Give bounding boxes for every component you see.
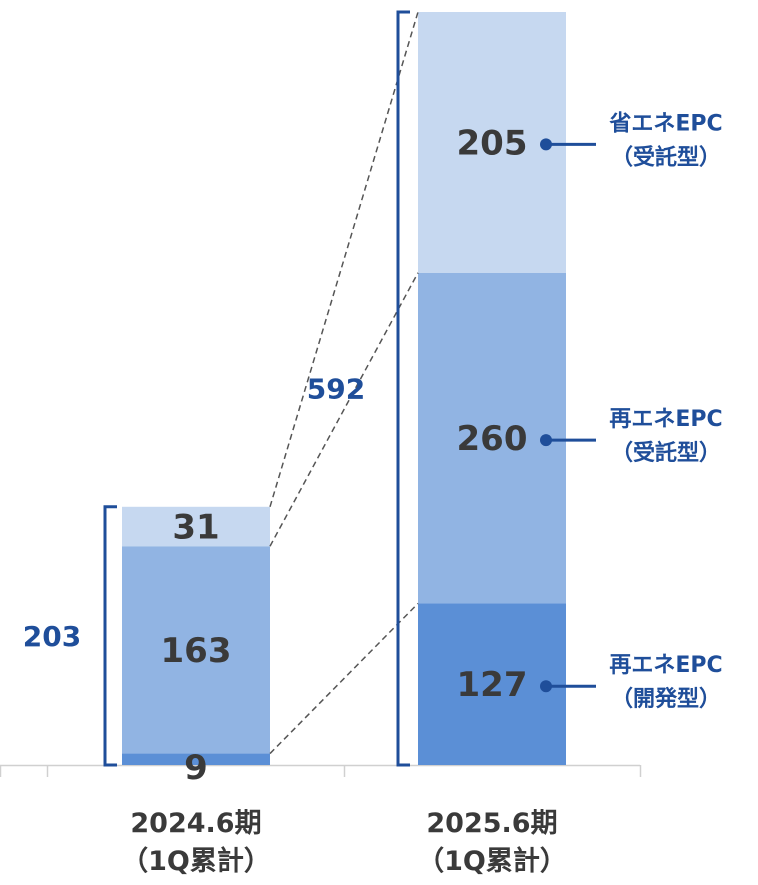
legend-label-0-1: （開発型） [611, 687, 721, 712]
total-label-0: 203 [23, 620, 81, 653]
total-bracket-0 [105, 507, 117, 765]
data-label-0-2: 31 [172, 508, 219, 548]
legend-label-0-0: 再エネEPC [609, 653, 722, 678]
x-tick-label-1-1: （1Q累計） [417, 845, 567, 877]
data-label-1-2: 205 [457, 123, 528, 163]
legend-label-2-1: （受託型） [611, 144, 721, 170]
x-tick-label-1-0: 2025.6期 [426, 808, 557, 839]
legend-label-2-0: 省エネEPC [608, 111, 722, 136]
connector-line-2 [270, 12, 418, 507]
legend-label-1-1: （受託型） [611, 440, 721, 466]
x-tick-label-0-0: 2024.6期 [130, 808, 261, 839]
data-label-1-1: 260 [457, 419, 528, 459]
connector-line-1 [270, 273, 418, 546]
x-tick-label-0-1: （1Q累計） [121, 845, 271, 877]
total-label-1: 592 [307, 373, 365, 406]
connector-line-0 [270, 603, 418, 753]
legend-label-1-0: 再エネEPC [609, 407, 722, 432]
data-label-1-0: 127 [457, 665, 528, 705]
data-label-0-0: 9 [184, 748, 208, 788]
total-bracket-1 [398, 12, 410, 765]
data-label-0-1: 163 [161, 631, 232, 671]
